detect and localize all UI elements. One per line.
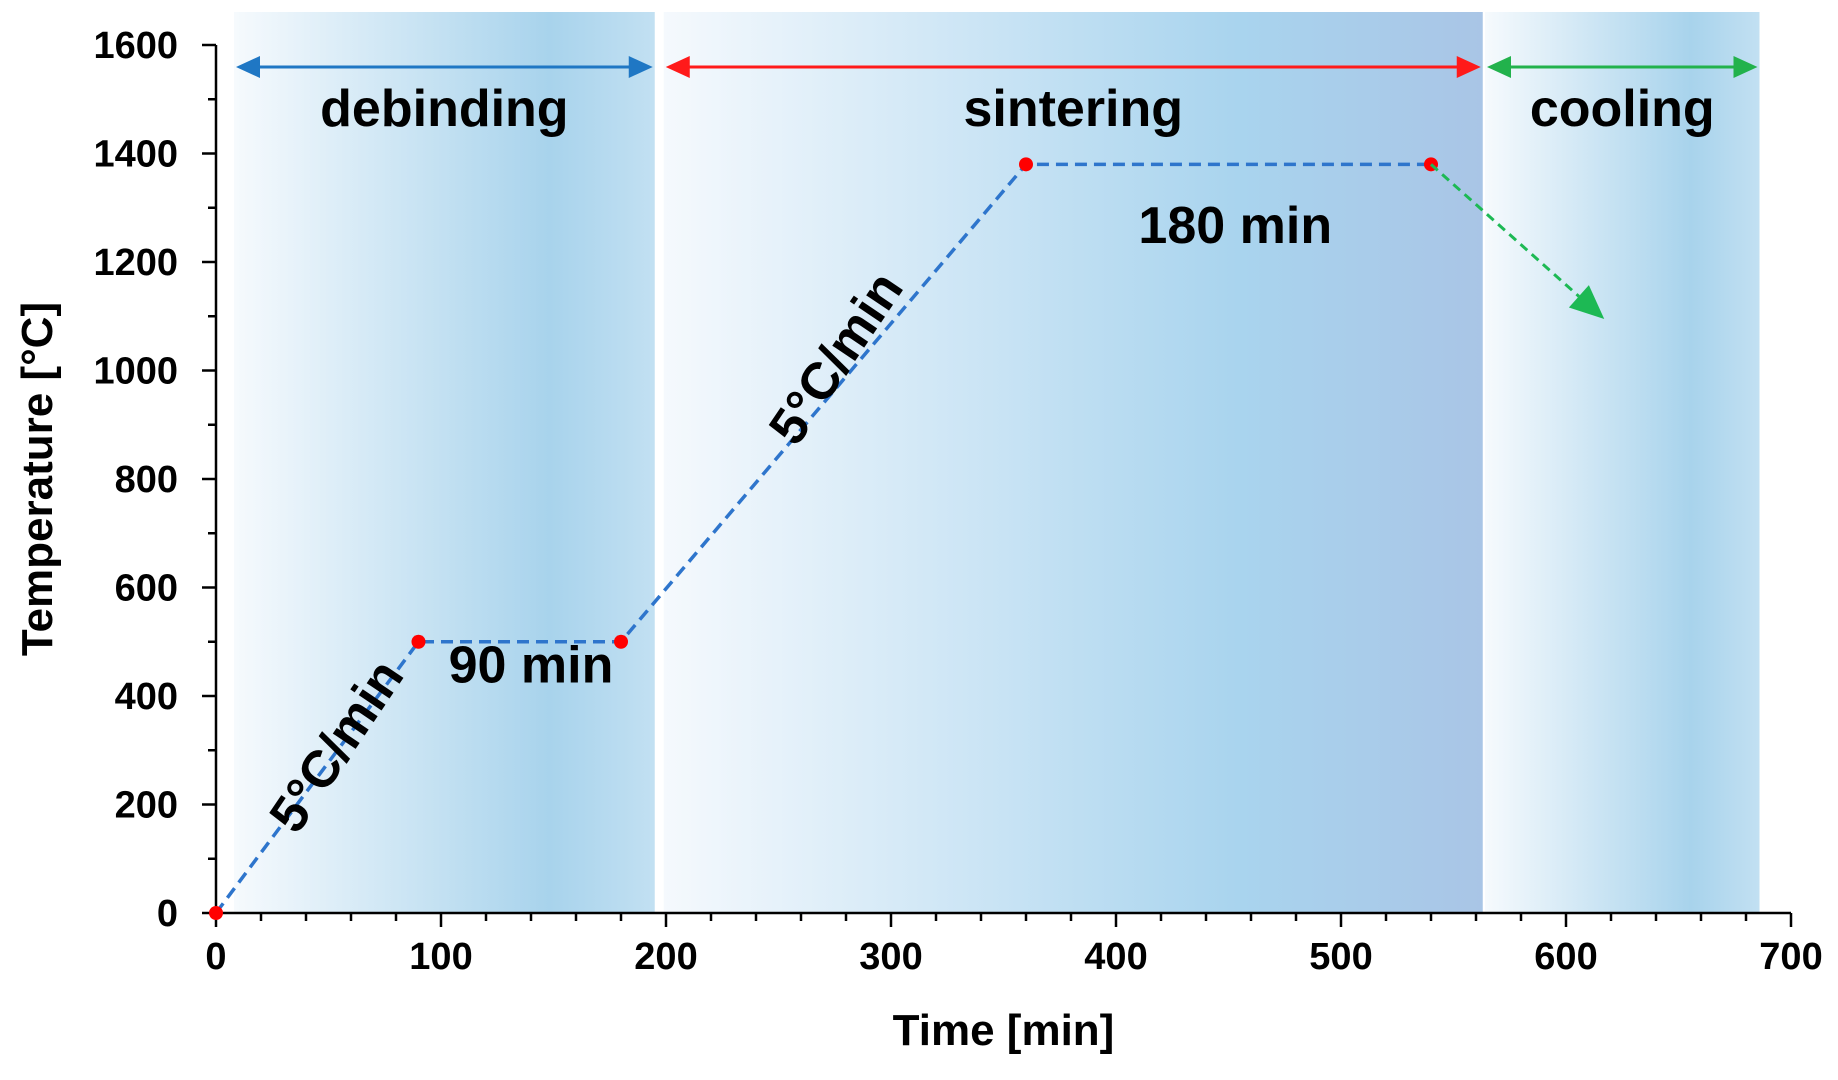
cooling-arrow-line xyxy=(1430,163,1580,298)
phase-label-debinding: debinding xyxy=(320,80,568,138)
y-tick-label: 1000 xyxy=(93,351,178,393)
x-axis-title: Time [min] xyxy=(893,1006,1115,1055)
phase-band-debinding xyxy=(234,12,655,913)
x-tick-label: 500 xyxy=(1309,936,1372,978)
annotation-label: 90 min xyxy=(449,636,614,694)
x-tick-label: 400 xyxy=(1084,936,1147,978)
phase-arrow-debinding xyxy=(236,56,653,78)
x-tick-label: 0 xyxy=(205,936,226,978)
y-tick-label: 600 xyxy=(115,568,178,610)
cooling-arrow-head xyxy=(1568,285,1605,319)
y-tick-label: 200 xyxy=(115,785,178,827)
phase-arrow-right-head xyxy=(1456,56,1481,78)
phase-arrow-right-head xyxy=(1733,56,1758,78)
phase-arrow-left-head xyxy=(1487,56,1511,78)
phase-arrow-left-head xyxy=(665,56,690,78)
x-tick-label: 100 xyxy=(409,936,472,978)
phase-arrow-sintering xyxy=(665,56,1481,78)
axes: 0 100 200 300 400 500 600 700 0 200 400 600 800 1000 1… xyxy=(93,25,1822,978)
phase-arrow-cooling xyxy=(1487,56,1758,78)
y-tick-label: 1400 xyxy=(93,134,178,176)
y-axis-title: Temperature [°C] xyxy=(13,302,62,656)
data-point xyxy=(209,906,223,920)
y-tick-label: 400 xyxy=(115,676,178,718)
data-point xyxy=(614,634,628,649)
x-tick-label: 600 xyxy=(1534,936,1597,978)
phase-band-cooling xyxy=(1485,12,1760,913)
x-tick-label: 200 xyxy=(634,936,697,978)
temperature-series xyxy=(209,157,1605,920)
phase-bands xyxy=(234,12,1760,913)
y-tick-label: 0 xyxy=(157,893,178,935)
y-tick-label: 1600 xyxy=(93,25,178,67)
annotation-label: 180 min xyxy=(1138,197,1332,255)
x-tick-label: 700 xyxy=(1759,936,1822,978)
phase-arrows: debinding sintering cooling xyxy=(236,56,1758,138)
data-point xyxy=(1019,157,1033,172)
phase-band-sintering xyxy=(663,12,1483,913)
phase-label-sintering: sintering xyxy=(963,80,1183,138)
data-point xyxy=(411,634,426,649)
phase-arrow-right-head xyxy=(628,56,653,78)
phase-label-cooling: cooling xyxy=(1530,80,1715,138)
phase-arrow-left-head xyxy=(236,56,260,78)
y-tick-label: 800 xyxy=(115,459,178,501)
x-tick-label: 300 xyxy=(859,936,922,978)
y-tick-label: 1200 xyxy=(93,242,178,284)
